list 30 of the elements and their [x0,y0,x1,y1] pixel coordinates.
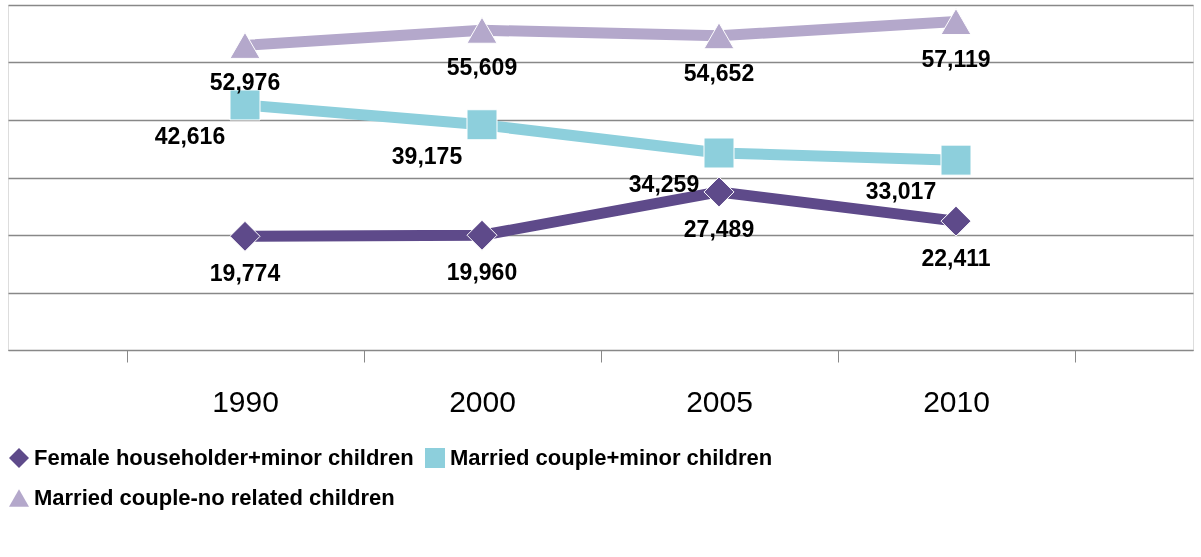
legend-label: Married couple+minor children [450,445,773,470]
point [466,109,498,141]
data-label: 19,960 [446,259,518,286]
x-tick-label: 2010 [923,384,990,418]
point [940,144,972,176]
data-label: 27,489 [683,215,755,242]
point [229,220,261,252]
data-label: 57,119 [921,45,991,72]
point [703,137,735,169]
data-label: 19,774 [209,260,281,287]
data-label: 22,411 [921,245,991,272]
legend-label: Female householder+minor children [34,445,414,470]
data-label: 34,259 [628,171,700,198]
x-tick-label: 2005 [686,384,753,418]
point [940,205,972,237]
data-label: 42,616 [154,122,226,149]
data-label: 54,652 [683,59,755,86]
data-label: 52,976 [209,69,281,96]
data-label: 55,609 [446,54,518,81]
x-tick-label: 1990 [212,384,279,418]
data-label: 33,017 [865,178,937,205]
point [703,22,735,50]
point [940,8,972,36]
x-tick-label: 2000 [449,384,516,418]
point [466,219,498,251]
point [466,16,498,44]
legend-label: Married couple-no related children [34,485,395,510]
point [229,31,261,59]
data-label: 39,175 [391,142,463,169]
point [703,176,735,208]
